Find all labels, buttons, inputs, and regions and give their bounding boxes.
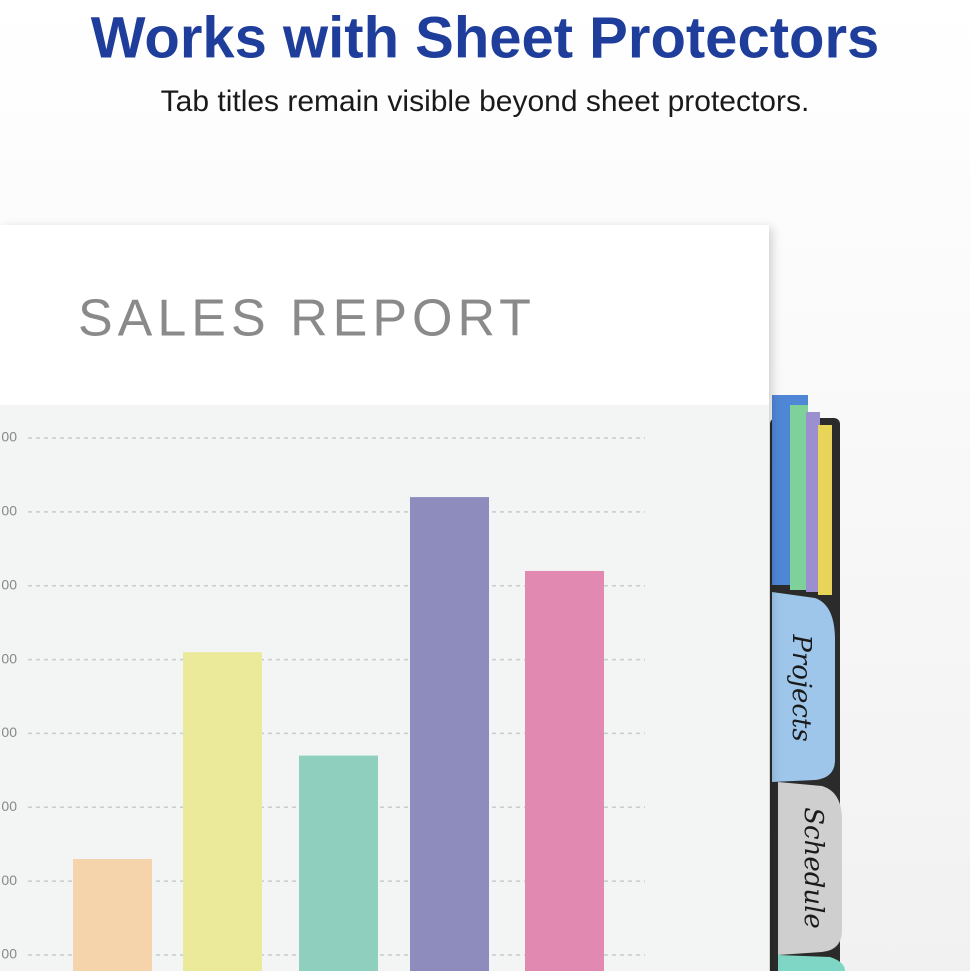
tab-label: Projects <box>786 633 816 741</box>
y-tick-label: 00 <box>1 724 17 740</box>
headline: Works with Sheet Protectors <box>91 5 880 70</box>
chart: 00 00 00 00 00 00 00 00 <box>1 429 645 971</box>
tab <box>778 782 842 955</box>
y-tick-label: 00 <box>1 946 17 962</box>
y-tick-label: 00 <box>1 872 17 888</box>
y-tick-label: 00 <box>1 429 17 445</box>
tab <box>772 592 835 782</box>
bar <box>410 497 489 971</box>
y-tick-label: 00 <box>1 503 17 519</box>
bar <box>299 755 378 971</box>
y-tick-label: 00 <box>1 650 17 666</box>
tab <box>778 955 845 971</box>
binder: Projects Schedule <box>770 395 845 971</box>
bar <box>525 570 604 971</box>
y-tick-label: 00 <box>1 576 17 592</box>
document-title: SALES REPORT <box>78 290 536 348</box>
subheadline: Tab titles remain visible beyond sheet p… <box>161 85 810 118</box>
tab-label: Schedule <box>798 807 828 929</box>
y-tick-label: 00 <box>1 798 17 814</box>
bar <box>73 858 152 971</box>
bar <box>183 652 262 971</box>
